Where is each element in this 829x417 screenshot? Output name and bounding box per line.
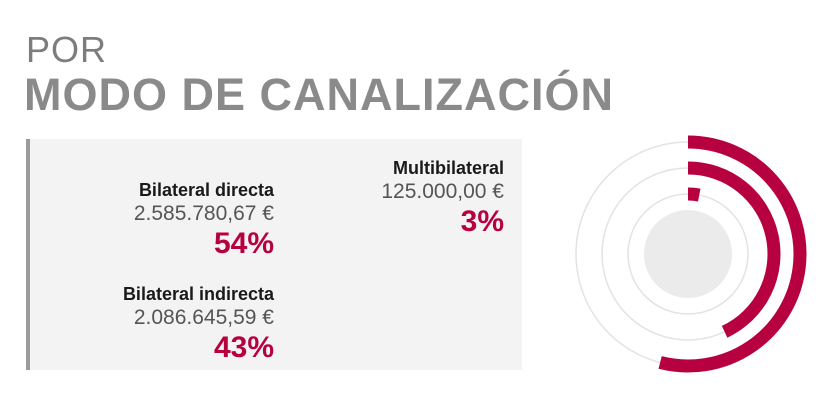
radial-chart [575, 135, 807, 373]
arc-multibilateral [687, 187, 701, 202]
data-panel: Bilateral directa 2.585.780,67 € 54% Bil… [26, 139, 522, 370]
entry-bilateral-indirecta: Bilateral indirecta 2.086.645,59 € 43% [123, 283, 274, 365]
arc-bilateral-directa [658, 135, 807, 373]
percent-bilateral-directa: 54% [213, 227, 274, 260]
label-bilateral-indirecta: Bilateral indirecta [122, 284, 274, 304]
entry-bilateral-directa: Bilateral directa 2.585.780,67 € 54% [134, 179, 274, 261]
amount-bilateral-indirecta: 2.086.645,59 € [133, 306, 274, 329]
center-disc [644, 210, 732, 298]
arc-bilateral-indirecta [687, 161, 781, 338]
title-line-1: POR [26, 29, 108, 70]
percent-bilateral-indirecta: 43% [213, 331, 274, 364]
label-bilateral-directa: Bilateral directa [138, 180, 274, 200]
percent-multibilateral: 3% [460, 205, 504, 238]
amount-bilateral-directa: 2.585.780,67 € [133, 202, 274, 225]
label-multibilateral: Multibilateral [392, 158, 504, 178]
entry-multibilateral: Multibilateral 125.000,00 € 3% [381, 157, 504, 239]
amount-multibilateral: 125.000,00 € [381, 180, 504, 203]
title-line-2: MODO DE CANALIZACIÓN [24, 69, 614, 120]
